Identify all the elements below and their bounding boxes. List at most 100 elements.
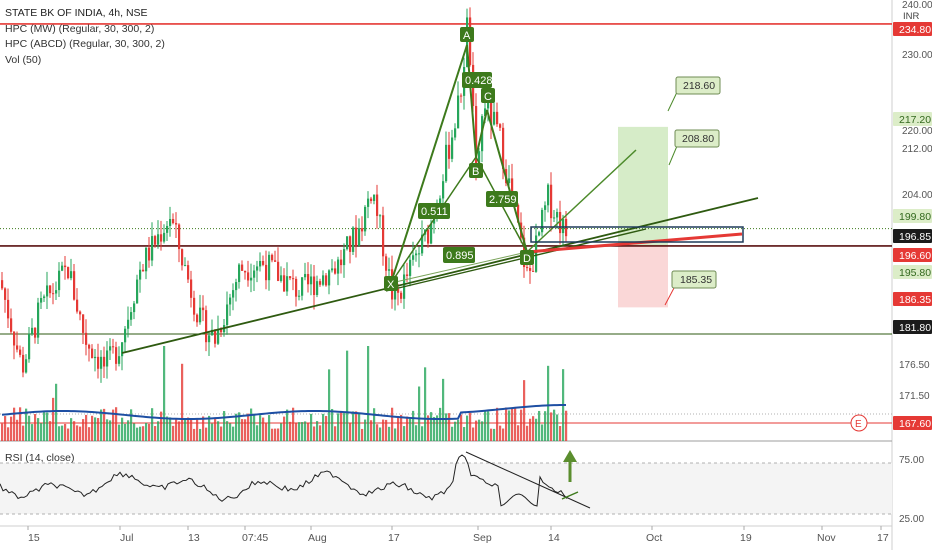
candle-body — [310, 276, 313, 285]
candle-body — [268, 254, 271, 281]
entry-box — [530, 226, 744, 243]
candle-body — [22, 354, 25, 373]
badge-196-85-text: 196.85 — [899, 231, 931, 243]
candle-body — [160, 234, 163, 242]
volume-bar — [514, 408, 517, 441]
candle-body — [73, 271, 76, 300]
point-d-box — [520, 250, 534, 265]
candle-body — [235, 282, 238, 291]
volume-bar — [529, 418, 532, 441]
volume-bar — [442, 378, 445, 441]
candle-body — [319, 281, 322, 285]
candle-body — [181, 249, 184, 266]
candle-body — [400, 292, 403, 299]
time-label-oct: Oct — [646, 532, 662, 544]
volume-bar — [4, 416, 7, 441]
candle-body — [130, 312, 133, 320]
volume-bar — [445, 413, 448, 441]
volume-bar — [466, 415, 469, 441]
volume-bar — [229, 423, 232, 441]
rsi-tick-75: 75.00 — [899, 455, 924, 466]
volume-bar — [169, 417, 172, 441]
volume-bar — [175, 419, 178, 441]
candle-body — [280, 275, 283, 281]
volume-bar — [391, 407, 394, 441]
profit-zone — [618, 126, 668, 246]
volume-bar — [109, 420, 112, 441]
volume-bar — [193, 428, 196, 441]
volume-bar — [271, 428, 274, 441]
point-a-box — [460, 27, 474, 42]
candle-body — [388, 269, 391, 271]
volume-bar — [61, 425, 64, 441]
candle-body — [226, 304, 229, 326]
volume-bar — [454, 421, 457, 441]
candle-body — [43, 296, 46, 299]
point-b-box — [469, 163, 483, 178]
volume-bar — [304, 421, 307, 441]
volume-bar — [496, 407, 499, 441]
badge-196-60-text: 196.60 — [899, 250, 931, 262]
price-tick-176: 176.50 — [899, 360, 930, 371]
volume-bar — [493, 428, 496, 441]
volume-bar — [187, 417, 190, 441]
candle-body — [136, 279, 139, 304]
drawings[interactable] — [121, 44, 759, 354]
candle-body — [259, 261, 262, 267]
price-tick-212: 212.00 — [902, 144, 932, 155]
rsi-tick-25: 25.00 — [899, 514, 924, 525]
earnings-marker[interactable]: E — [850, 414, 868, 432]
ratio-2759-box — [486, 191, 518, 207]
volume-bar — [64, 423, 67, 441]
volume-bar — [388, 426, 391, 441]
badge-195-text: 195.80 — [899, 267, 931, 279]
candle-body — [490, 96, 493, 125]
candle-body — [208, 335, 211, 343]
volume-bar — [301, 422, 304, 441]
candle-body — [172, 219, 175, 224]
volume-bar — [364, 419, 367, 441]
volume-bar — [319, 425, 322, 441]
volume-bar — [121, 417, 124, 441]
candle-body — [31, 327, 34, 334]
candle-body — [184, 265, 187, 267]
time-label-17: 17 — [388, 532, 400, 544]
volume-bar — [190, 418, 193, 441]
badge-167 — [893, 416, 932, 430]
ratio-0895: 0.895 — [446, 250, 474, 262]
candle-body — [244, 270, 247, 273]
volume-bar — [70, 418, 73, 441]
volume-bar — [346, 350, 349, 441]
candle-body — [364, 206, 367, 232]
volume-bar — [475, 420, 478, 441]
volume-bar — [286, 409, 289, 441]
candle-body — [430, 223, 433, 244]
volume-bar — [214, 418, 217, 441]
volume-bar — [376, 424, 379, 441]
volume-bar — [415, 425, 418, 441]
volume-bar — [418, 386, 421, 441]
volume-bar — [178, 421, 181, 441]
volume-bar — [82, 419, 85, 441]
time-axis[interactable] — [27, 526, 882, 530]
candle-body — [121, 342, 124, 357]
volume-bar — [160, 411, 163, 441]
candle-body — [205, 310, 208, 343]
volume-bar — [499, 425, 502, 441]
time-label-13: 13 — [188, 532, 200, 544]
volume-bar — [88, 427, 91, 441]
candle-body — [157, 234, 160, 245]
candle-body — [478, 151, 481, 169]
volume-bar — [337, 413, 340, 441]
candle-body — [442, 181, 445, 199]
volume-bar — [430, 412, 433, 441]
price-axis[interactable] — [893, 0, 932, 526]
time-label-aug: Aug — [308, 532, 327, 544]
volume-bar — [424, 367, 427, 441]
candle-body — [526, 267, 529, 269]
candle-body — [343, 249, 346, 266]
earnings-circle — [850, 414, 868, 432]
volume-bar — [538, 410, 541, 441]
candle-body — [313, 276, 316, 295]
